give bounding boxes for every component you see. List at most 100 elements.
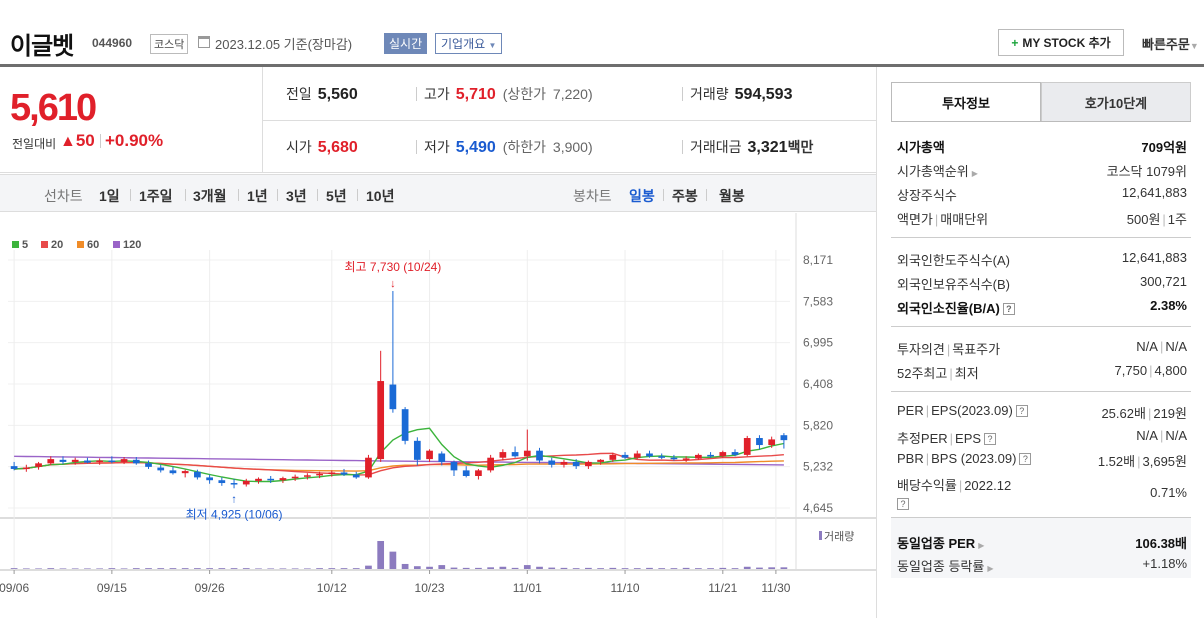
my-stock-label: MY STOCK 추가 — [1022, 36, 1111, 50]
volume-bar — [59, 568, 67, 569]
w52-high-value: 7,750 — [1114, 363, 1148, 378]
help-icon[interactable]: ? — [984, 433, 997, 445]
volume-bar — [658, 568, 666, 569]
chart-period-bar: 선차트 1일 1주일 3개월 1년 3년 5년 10년 봉차트 일봉 주봉 월봉 — [0, 174, 876, 212]
lower-limit-value: 3,900) — [552, 139, 593, 155]
pbr-label: PBR — [897, 451, 924, 466]
x-tick-label: 10/12 — [317, 581, 347, 595]
unit-label: 매매단위 — [940, 212, 989, 227]
period-1d[interactable]: 1일 — [99, 188, 120, 204]
section-divider — [891, 517, 1191, 518]
candle-body — [71, 459, 79, 462]
volume-value: 594,593 — [734, 86, 793, 103]
dividend-label: 배당수익률 — [897, 478, 957, 493]
candle-body — [389, 384, 397, 410]
candle-body — [523, 450, 531, 457]
period-10y[interactable]: 10년 — [366, 188, 395, 204]
lower-limit-label: (하한가 — [502, 139, 547, 155]
tab-invest-info[interactable]: 투자정보 — [891, 82, 1041, 122]
candle-weekly[interactable]: 주봉 — [672, 188, 698, 204]
volume-bar — [413, 566, 421, 569]
volume-bar — [132, 568, 140, 569]
legend-swatch — [113, 241, 120, 248]
foreign-ratio-label: 외국인소진율(B/A) — [897, 301, 1000, 316]
max-arrow-icon: ↓ — [390, 278, 396, 290]
volume-bar — [389, 551, 397, 569]
upper-limit-label: (상한가 — [502, 86, 547, 102]
price-change: ▲50 — [60, 131, 95, 151]
shares-row: 상장주식수 12,641,883 — [897, 185, 1187, 203]
quick-order-dropdown[interactable]: 빠른주문▼ — [1142, 34, 1199, 53]
volume-bar — [10, 568, 18, 569]
help-icon[interactable]: ? — [1015, 405, 1028, 417]
high-label: 고가 — [424, 86, 450, 102]
y-tick-label: 6,995 — [803, 336, 833, 350]
volume: 거래량 594,593 — [681, 84, 793, 104]
volume-legend-label: 거래량 — [824, 530, 854, 543]
volume-bar — [340, 568, 348, 569]
peer-per-label: 동일업종 PER — [897, 536, 976, 551]
help-icon[interactable]: ? — [1019, 453, 1032, 465]
peer-rate-row[interactable]: 동일업종 등락률 ▶ +1.18% — [897, 556, 1187, 574]
candle-daily[interactable]: 일봉 — [629, 188, 655, 204]
min-arrow-icon: ↑ — [231, 493, 237, 505]
volume-bar — [731, 568, 739, 569]
x-tick-label: 09/26 — [195, 581, 225, 595]
volume-bar — [291, 568, 299, 569]
volume-bar — [548, 567, 556, 569]
y-tick-label: 5,232 — [803, 460, 833, 474]
candle-monthly[interactable]: 월봉 — [719, 188, 745, 204]
period-1w[interactable]: 1주일 — [139, 188, 173, 204]
volume-bar — [487, 567, 495, 569]
volume-bar — [670, 568, 678, 569]
prev-close: 전일 5,560 — [286, 84, 358, 104]
foreign-hold-row: 외국인보유주식수(B) 300,721 — [897, 274, 1187, 292]
volume-bar — [352, 568, 360, 569]
open-price: 시가 5,680 — [286, 137, 358, 157]
est-eps-value: N/A — [1165, 428, 1187, 443]
volume-bar — [365, 565, 372, 569]
invest-info-panel: 투자정보 호가10단계 시가총액 709억원 시가총액순위 ▶ 코스닥 1079위 상… — [876, 67, 1204, 618]
x-tick-label: 11/10 — [610, 581, 639, 595]
volume-bar — [768, 567, 776, 569]
volume-bar — [756, 567, 763, 569]
period-5y[interactable]: 5년 — [326, 188, 347, 204]
realtime-button[interactable]: 실시간 — [384, 33, 428, 54]
candle-body — [169, 470, 177, 474]
price-chart[interactable]: 5 20 60 120 8,171 7,583 6,995 6,408 5,820 5,232 4… — [0, 213, 876, 618]
candle-body — [597, 459, 604, 462]
legend-label: 120 — [123, 239, 141, 251]
candle-body — [646, 453, 653, 457]
par-row: 액면가 | 매매단위 500원 | 1주 — [897, 212, 1187, 227]
candle-body — [120, 459, 128, 462]
tab-underline — [891, 121, 1191, 122]
peer-per-row[interactable]: 동일업종 PER ▶ 106.38배 — [897, 533, 1187, 551]
per-row: PER | EPS(2023.09)? 25.62배 | 219원 — [897, 403, 1187, 421]
company-overview-dropdown[interactable]: 기업개요 ▼ — [435, 33, 503, 54]
foreign-ratio-value: 2.38% — [1150, 298, 1187, 313]
volume-bar — [255, 568, 262, 569]
min-annotation: 최저 4,925 (10/06) — [186, 507, 283, 521]
tab-orderbook[interactable]: 호가10단계 — [1041, 82, 1191, 122]
volume-bar — [71, 568, 79, 569]
volume-bar — [230, 568, 238, 569]
period-3m[interactable]: 3개월 — [193, 188, 227, 204]
volume-bar — [206, 568, 213, 569]
period-3y[interactable]: 3년 — [286, 188, 307, 204]
candle-body — [511, 452, 519, 457]
volume-bar — [743, 566, 751, 569]
volume-bar — [560, 567, 568, 569]
y-tick-label: 7,583 — [803, 294, 833, 308]
my-stock-add-button[interactable]: + MY STOCK 추가 — [998, 29, 1124, 56]
help-icon[interactable]: ? — [897, 498, 909, 510]
market-rank-row[interactable]: 시가총액순위 ▶ 코스닥 1079위 — [897, 161, 1187, 179]
par-value: 500원 — [1126, 212, 1161, 227]
line-chart-label: 선차트 — [44, 188, 83, 204]
volume-bar — [450, 567, 458, 569]
volume-bar — [475, 567, 482, 569]
volume-bar — [621, 568, 629, 569]
help-icon[interactable]: ? — [1002, 303, 1015, 315]
section-divider — [891, 326, 1191, 327]
period-1y[interactable]: 1년 — [247, 188, 268, 204]
amount-unit: 백만 — [787, 139, 814, 155]
